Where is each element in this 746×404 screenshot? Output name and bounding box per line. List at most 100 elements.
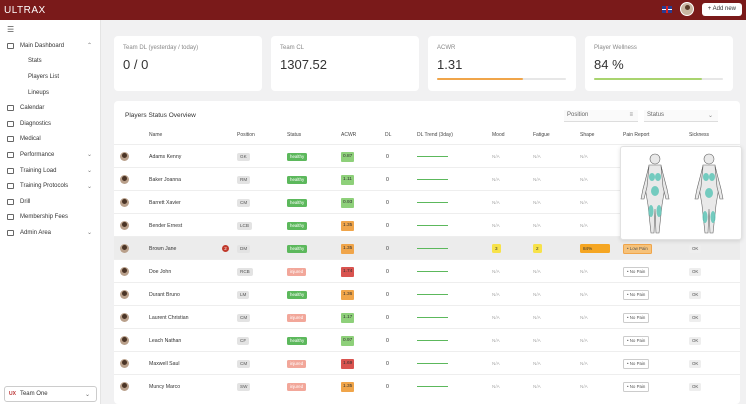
shape-value: N/A bbox=[580, 338, 588, 343]
player-name[interactable]: Brown Jane bbox=[149, 245, 177, 252]
admin-icon bbox=[7, 229, 14, 236]
table-row[interactable]: Muncy Marco SW injured 1.35 0 N/A N/A N/A • No P… bbox=[114, 374, 740, 397]
table-row[interactable]: Brown Jane 2 DM healthy 1.35 0 3 2 84% • Low Pain… bbox=[114, 236, 740, 259]
mood-value: N/A bbox=[492, 154, 500, 159]
mood-value: N/A bbox=[492, 177, 500, 182]
status-badge: healthy bbox=[287, 221, 308, 230]
pain-report-badge[interactable]: • Low Pain bbox=[623, 243, 652, 254]
sidebar-item-medical[interactable]: Medical bbox=[0, 132, 100, 148]
team-selector[interactable]: UX Team One ⌄ bbox=[4, 386, 97, 402]
mood-value: N/A bbox=[492, 384, 500, 389]
hamburger-menu-icon[interactable]: ☰ bbox=[7, 25, 15, 34]
pain-report-badge[interactable]: • No Pain bbox=[623, 266, 650, 277]
sidebar-item-lineups[interactable]: Lineups bbox=[0, 85, 100, 101]
pain-report-badge[interactable]: • No Pain bbox=[623, 312, 650, 323]
fatigue-value: N/A bbox=[533, 384, 541, 389]
player-name[interactable]: Doe John bbox=[149, 268, 172, 275]
card-label: Team CL bbox=[280, 45, 305, 51]
user-avatar[interactable] bbox=[679, 2, 694, 16]
player-name[interactable]: Muncy Marco bbox=[149, 383, 181, 390]
sidebar-item-training-load[interactable]: Training Load ⌄ bbox=[0, 163, 100, 179]
dl-value: 0 bbox=[386, 245, 389, 252]
col-status[interactable]: Status bbox=[287, 132, 302, 138]
col-fatigue[interactable]: Fatigue bbox=[533, 132, 550, 138]
card-value: 0 / 0 bbox=[123, 57, 149, 72]
table-row[interactable]: Bender Ernest LCB healthy 1.35 0 N/A N/A N/A bbox=[114, 213, 740, 236]
table-row[interactable]: Laurent Christian CM injured 1.17 0 N/A N/A N/A… bbox=[114, 305, 740, 328]
pain-report-badge[interactable]: • No Pain bbox=[623, 289, 650, 300]
shape-value: N/A bbox=[580, 315, 588, 320]
acwr-value: 1.36 bbox=[341, 289, 354, 300]
acwr-value: 1.69 bbox=[341, 358, 354, 369]
player-name[interactable]: Baker Joanna bbox=[149, 176, 182, 183]
player-name[interactable]: Bender Ernest bbox=[149, 222, 183, 229]
sidebar-item-drill[interactable]: Drill bbox=[0, 194, 100, 210]
pain-report-badge[interactable]: • No Pain bbox=[623, 358, 650, 369]
mood-value: N/A bbox=[492, 223, 500, 228]
col-position[interactable]: Position bbox=[237, 132, 255, 138]
table-row[interactable]: Barrett Xavier CM healthy 0.93 0 N/A N/A N/A bbox=[114, 190, 740, 213]
col-acwr[interactable]: ACWR bbox=[341, 132, 357, 138]
table-row[interactable]: Leach Nathan CF healthy 0.97 0 N/A N/A N/A • No … bbox=[114, 328, 740, 351]
col-dl[interactable]: DL bbox=[385, 132, 392, 138]
mood-value: N/A bbox=[492, 315, 500, 320]
sidebar-item-membership-fees[interactable]: Membership Fees bbox=[0, 210, 100, 226]
add-new-button[interactable]: + Add new bbox=[701, 2, 742, 16]
sidebar-item-label: Lineups bbox=[28, 89, 50, 96]
dl-value: 0 bbox=[386, 360, 389, 367]
status-badge: injured bbox=[287, 267, 307, 276]
dl-trend-line bbox=[417, 294, 448, 295]
sickness-badge: OK bbox=[689, 290, 702, 299]
acwr-value: 1.35 bbox=[341, 381, 354, 392]
card-value: 1307.52 bbox=[280, 57, 327, 72]
uk-flag-icon[interactable] bbox=[661, 5, 672, 13]
sidebar-item-main-dashboard[interactable]: Main Dashboard ⌃ bbox=[0, 38, 100, 54]
panel-title: Players Status Overview bbox=[125, 112, 196, 119]
sidebar-item-admin-area[interactable]: Admin Area ⌄ bbox=[0, 225, 100, 241]
player-name[interactable]: Barrett Xavier bbox=[149, 199, 181, 206]
position-badge: SW bbox=[237, 382, 251, 391]
sidebar-item-calendar[interactable]: Calendar bbox=[0, 100, 100, 116]
table-row[interactable]: Adams Kenny GK healthy 0.87 0 N/A N/A N/A bbox=[114, 144, 740, 167]
fatigue-value: N/A bbox=[533, 223, 541, 228]
team-cl-card: Team CL 1307.52 bbox=[271, 36, 419, 91]
pain-report-badge[interactable]: • No Pain bbox=[623, 335, 650, 346]
col-dl-trend[interactable]: DL Trend (3day) bbox=[417, 132, 453, 138]
table-row[interactable]: Baker Joanna RM healthy 1.11 0 N/A N/A N/A bbox=[114, 167, 740, 190]
col-pain-report[interactable]: Pain Report bbox=[623, 132, 650, 138]
acwr-value: 1.17 bbox=[341, 312, 354, 323]
dl-value: 0 bbox=[386, 268, 389, 275]
mood-value: N/A bbox=[492, 292, 500, 297]
table-row[interactable]: Durant Bruno LM healthy 1.36 0 N/A N/A N/A • No … bbox=[114, 282, 740, 305]
fatigue-value: N/A bbox=[533, 361, 541, 366]
player-name[interactable]: Laurent Christian bbox=[149, 314, 189, 321]
col-shape[interactable]: Shape bbox=[580, 132, 595, 138]
dl-trend-line bbox=[417, 248, 448, 249]
diagnostics-icon bbox=[7, 120, 14, 127]
card-label: Team DL (yesterday / today) bbox=[123, 45, 199, 51]
sidebar-item-players-list[interactable]: Players List bbox=[0, 69, 100, 85]
player-name[interactable]: Durant Bruno bbox=[149, 291, 180, 298]
shape-value: 84% bbox=[580, 244, 610, 253]
position-badge: CM bbox=[237, 313, 251, 322]
sidebar-item-performance[interactable]: Performance ⌄ bbox=[0, 147, 100, 163]
position-badge: CM bbox=[237, 198, 251, 207]
fatigue-value: N/A bbox=[533, 200, 541, 205]
player-name[interactable]: Maxwell Saul bbox=[149, 360, 180, 367]
app-logo[interactable]: ULTRAX bbox=[4, 4, 46, 16]
filter-icon: ≡ bbox=[629, 112, 633, 118]
shape-value: N/A bbox=[580, 154, 588, 159]
player-name[interactable]: Adams Kenny bbox=[149, 153, 182, 160]
pain-report-badge[interactable]: • No Pain bbox=[623, 381, 650, 392]
sidebar-item-training-protocols[interactable]: Training Protocols ⌄ bbox=[0, 178, 100, 194]
table-row[interactable]: Maxwell Saul CM injured 1.69 0 N/A N/A N/A • No … bbox=[114, 351, 740, 374]
player-name[interactable]: Leach Nathan bbox=[149, 337, 182, 344]
col-sickness[interactable]: Sickness bbox=[689, 132, 710, 138]
table-row[interactable]: Doe John RCB injured 1.74 0 N/A N/A N/A • No Pai… bbox=[114, 259, 740, 282]
sidebar-item-stats[interactable]: Stats bbox=[0, 54, 100, 70]
position-filter[interactable]: Position ≡ bbox=[564, 110, 638, 122]
sidebar-item-diagnostics[interactable]: Diagnostics bbox=[0, 116, 100, 132]
col-name[interactable]: Name bbox=[149, 132, 163, 138]
status-filter[interactable]: Status ⌄ bbox=[644, 110, 718, 122]
col-mood[interactable]: Mood bbox=[492, 132, 505, 138]
